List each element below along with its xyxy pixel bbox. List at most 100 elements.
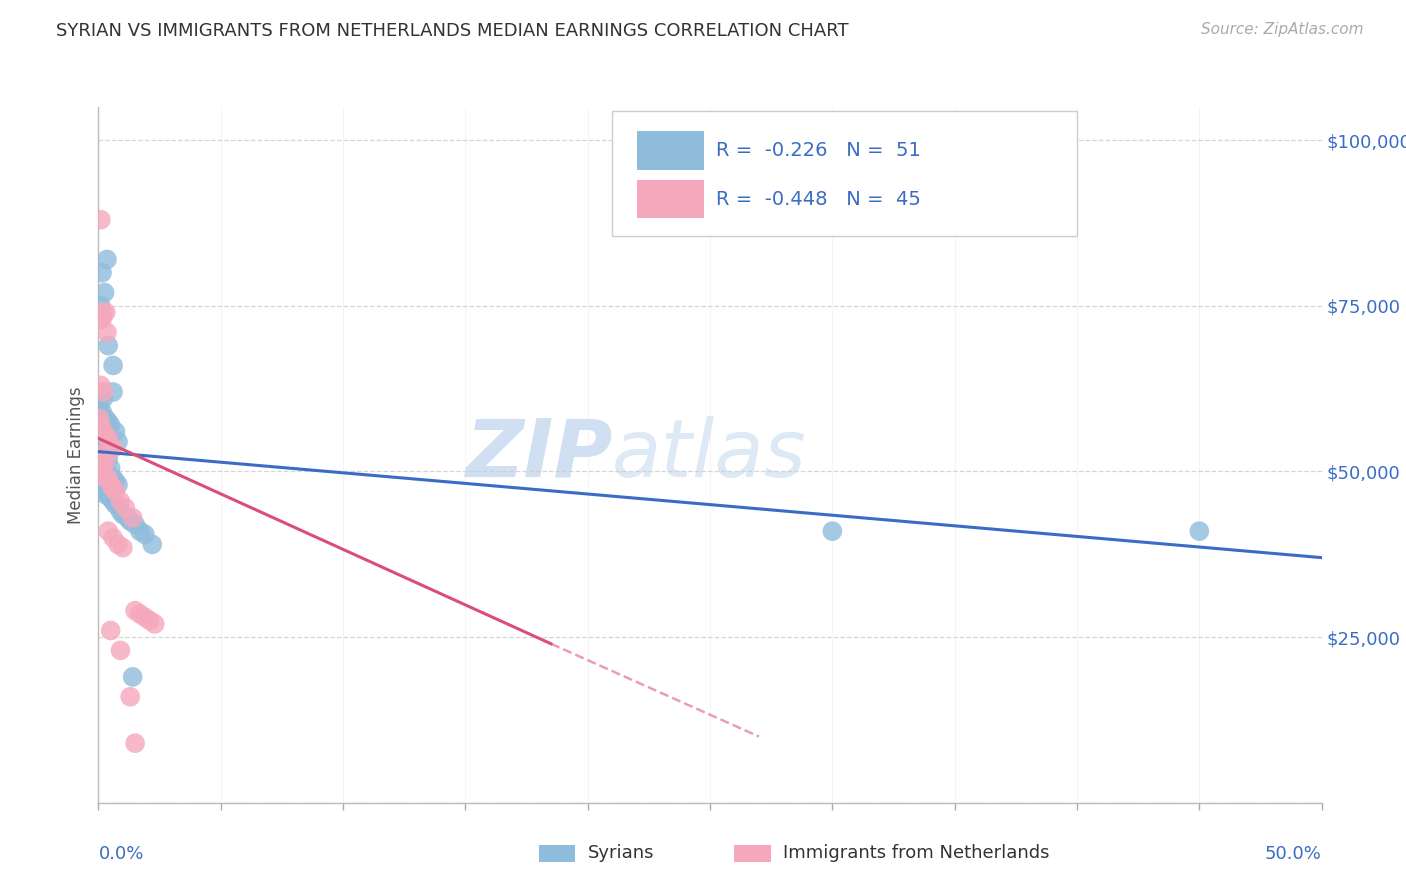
Point [101, 442, 124, 456]
Point [100, 624, 122, 638]
FancyBboxPatch shape [612, 111, 1077, 235]
Point [89, 312, 111, 326]
Point [143, 616, 166, 631]
Point [124, 604, 146, 618]
Point [821, 524, 844, 538]
Point [104, 425, 127, 439]
Point [107, 477, 129, 491]
Point [104, 498, 127, 512]
Point [110, 643, 132, 657]
Text: atlas: atlas [612, 416, 807, 494]
Point [117, 511, 139, 525]
Point [97, 471, 120, 485]
Point [89, 458, 111, 472]
Point [94, 471, 117, 485]
Point [1188, 524, 1211, 538]
Point [97, 415, 120, 429]
Point [90, 299, 112, 313]
Point [89, 384, 111, 399]
Point [107, 434, 129, 449]
Point [100, 471, 122, 485]
Point [141, 537, 163, 551]
Text: R =  -0.226   N =  51: R = -0.226 N = 51 [716, 141, 921, 161]
Text: 0.0%: 0.0% [98, 845, 143, 863]
Point [94, 428, 117, 442]
Point [134, 610, 156, 624]
Point [90, 212, 112, 227]
Point [93, 285, 115, 300]
Point [100, 418, 122, 433]
Point [110, 504, 132, 518]
Y-axis label: Median Earnings: Median Earnings [67, 386, 86, 524]
Point [91, 305, 114, 319]
Point [94, 454, 117, 468]
Point [91, 465, 114, 479]
Point [94, 488, 117, 502]
Point [91, 425, 114, 439]
Point [100, 461, 122, 475]
Point [101, 471, 124, 485]
Point [120, 514, 142, 528]
Point [100, 438, 122, 452]
Point [129, 524, 152, 538]
Point [90, 378, 112, 392]
Point [101, 359, 124, 373]
Point [134, 527, 156, 541]
FancyBboxPatch shape [637, 180, 704, 219]
Point [101, 481, 124, 495]
Point [91, 451, 114, 466]
Point [97, 431, 120, 445]
Text: SYRIAN VS IMMIGRANTS FROM NETHERLANDS MEDIAN EARNINGS CORRELATION CHART: SYRIAN VS IMMIGRANTS FROM NETHERLANDS ME… [56, 22, 849, 40]
Point [96, 326, 118, 340]
Point [91, 484, 114, 499]
Point [91, 266, 114, 280]
Point [94, 444, 117, 458]
Point [91, 312, 114, 326]
Point [91, 392, 114, 406]
Point [89, 398, 111, 412]
Point [104, 475, 127, 489]
Point [120, 690, 142, 704]
Point [107, 537, 129, 551]
Point [91, 465, 114, 479]
Point [91, 384, 114, 399]
Point [111, 508, 134, 522]
Point [121, 511, 143, 525]
Point [94, 305, 117, 319]
Point [129, 607, 152, 621]
Point [97, 524, 120, 538]
Text: Immigrants from Netherlands: Immigrants from Netherlands [783, 844, 1050, 862]
Point [101, 494, 124, 508]
Text: ZIP: ZIP [465, 416, 612, 494]
Point [90, 465, 112, 479]
Point [97, 338, 120, 352]
Point [114, 500, 136, 515]
Point [94, 465, 117, 479]
Point [90, 418, 112, 433]
Point [97, 451, 120, 466]
Point [100, 477, 122, 491]
Point [110, 494, 132, 508]
FancyBboxPatch shape [637, 131, 704, 169]
Point [104, 484, 127, 499]
Point [101, 531, 124, 545]
Point [111, 541, 134, 555]
Text: Syrians: Syrians [588, 844, 654, 862]
Point [94, 458, 117, 472]
Text: R =  -0.448   N =  45: R = -0.448 N = 45 [716, 190, 921, 209]
Point [100, 491, 122, 505]
FancyBboxPatch shape [734, 845, 772, 862]
Point [91, 465, 114, 479]
Point [90, 481, 112, 495]
Point [89, 477, 111, 491]
Point [124, 517, 146, 532]
Text: Source: ZipAtlas.com: Source: ZipAtlas.com [1201, 22, 1364, 37]
Point [91, 405, 114, 419]
FancyBboxPatch shape [538, 845, 575, 862]
Point [89, 411, 111, 425]
Point [94, 411, 117, 425]
Point [124, 736, 146, 750]
Point [121, 670, 143, 684]
Point [96, 252, 118, 267]
Text: 50.0%: 50.0% [1265, 845, 1322, 863]
